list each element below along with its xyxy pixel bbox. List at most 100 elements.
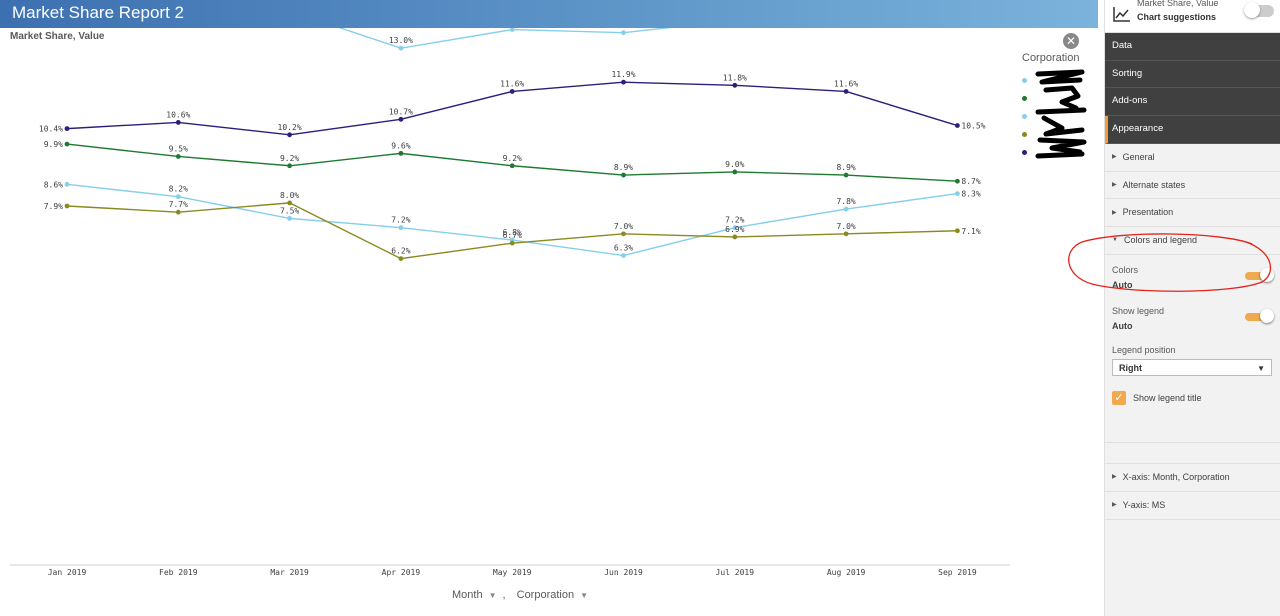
section-general[interactable]: ▶ General — [1105, 144, 1280, 172]
data-point[interactable] — [287, 132, 292, 138]
section-presentation[interactable]: ▶ Presentation — [1105, 199, 1280, 228]
legend-item[interactable] — [1022, 89, 1027, 107]
data-point[interactable] — [64, 141, 70, 147]
app-title-bar: Market Share Report 2 — [0, 0, 1098, 28]
data-point[interactable] — [843, 89, 849, 94]
legend-title: Corporation — [1022, 52, 1080, 64]
data-label: 8.3% — [961, 190, 980, 199]
line-chart: 14.8%14.8%14.2%13.0%13.6%13.5%13.9%14.0%… — [10, 28, 1010, 577]
tab-sorting[interactable]: Sorting — [1105, 60, 1280, 89]
data-label: 9.6% — [391, 141, 410, 150]
data-label: 8.2% — [169, 185, 188, 194]
corporation-dimension[interactable]: Corporation — [516, 589, 575, 601]
legend-position-select[interactable]: Right ▼ — [1112, 358, 1272, 376]
data-point[interactable] — [175, 194, 181, 200]
data-point[interactable] — [621, 172, 626, 178]
data-label: 8.6% — [44, 180, 63, 189]
data-point[interactable] — [175, 209, 181, 215]
data-point[interactable] — [398, 150, 404, 156]
data-label: 10.7% — [389, 107, 413, 116]
data-point[interactable] — [509, 240, 515, 246]
x-tick-label: Aug 2019 — [827, 568, 866, 577]
tab-data[interactable]: Data — [1105, 33, 1280, 61]
data-point[interactable] — [509, 28, 515, 32]
chart-title: Market Share, Value — [10, 31, 105, 42]
data-point[interactable] — [621, 79, 626, 85]
month-dimension[interactable]: Month — [452, 589, 483, 601]
chart-suggestions-toggle[interactable] — [1244, 2, 1274, 18]
data-point[interactable] — [398, 256, 404, 262]
caret-right-icon: ▶ — [1112, 474, 1117, 481]
section-alternate-states[interactable]: ▶ Alternate states — [1105, 172, 1280, 200]
section-label: Y-axis: MS — [1122, 499, 1166, 510]
x-tick-label: Apr 2019 — [382, 568, 421, 577]
data-point[interactable] — [287, 163, 292, 169]
data-point[interactable] — [64, 181, 70, 187]
chevron-down-icon[interactable]: ▼ — [580, 591, 589, 600]
legend-color-dot — [1022, 77, 1027, 83]
x-tick-label: Sep 2019 — [938, 568, 977, 577]
tab-appearance[interactable]: Appearance — [1105, 116, 1280, 144]
data-label: 7.2% — [391, 216, 410, 225]
legend-item[interactable] — [1022, 143, 1027, 161]
data-label: 7.9% — [44, 202, 63, 211]
panel-chart-name: Market Share, Value — [1137, 0, 1219, 8]
data-point[interactable] — [843, 172, 849, 178]
data-label: 13.5% — [611, 28, 635, 30]
legend-color-dot — [1022, 113, 1027, 119]
data-label: 6.2% — [391, 247, 410, 256]
show-legend-title-checkbox[interactable]: ✓ — [1112, 390, 1126, 405]
x-tick-label: May 2019 — [493, 568, 532, 577]
tab-add-ons[interactable]: Add-ons — [1105, 88, 1280, 117]
chevron-down-icon[interactable]: ▼ — [488, 591, 497, 600]
legend — [1022, 71, 1027, 161]
section-x-axis[interactable]: ▶ X-axis: Month, Corporation — [1105, 464, 1280, 492]
data-point[interactable] — [621, 231, 626, 237]
data-point[interactable] — [175, 154, 181, 159]
data-label: 6.3% — [614, 244, 633, 253]
data-point[interactable] — [732, 225, 738, 231]
section-colors-and-legend[interactable]: ▼ Colors and legend — [1105, 227, 1280, 255]
x-tick-label: Jun 2019 — [604, 568, 643, 577]
caret-right-icon: ▶ — [1112, 153, 1117, 160]
data-label: 7.0% — [614, 222, 633, 231]
data-point[interactable] — [732, 234, 738, 240]
data-point[interactable] — [398, 225, 404, 231]
data-label: 13.0% — [389, 36, 413, 45]
data-point[interactable] — [398, 116, 404, 122]
section-y-axis[interactable]: ▶ Y-axis: MS — [1105, 492, 1280, 520]
data-point[interactable] — [287, 200, 292, 206]
data-point[interactable] — [843, 231, 849, 237]
legend-position-label: Legend position — [1112, 344, 1176, 355]
data-point[interactable] — [955, 178, 960, 184]
data-point[interactable] — [287, 215, 292, 221]
data-point[interactable] — [843, 206, 849, 212]
caret-right-icon: ▶ — [1112, 501, 1117, 508]
x-tick-label: Feb 2019 — [159, 568, 198, 577]
data-point[interactable] — [955, 228, 960, 234]
data-point[interactable] — [732, 169, 738, 175]
data-point[interactable] — [955, 191, 960, 197]
data-point[interactable] — [621, 30, 626, 36]
close-icon[interactable]: ✕ — [1063, 33, 1079, 49]
data-point[interactable] — [175, 120, 181, 125]
redaction-scribble — [1035, 69, 1087, 159]
data-point[interactable] — [64, 126, 70, 132]
legend-item[interactable] — [1022, 125, 1027, 143]
data-label: 11.8% — [723, 73, 747, 82]
data-point[interactable] — [621, 253, 626, 258]
data-point[interactable] — [732, 82, 738, 88]
legend-position-value: Right — [1119, 362, 1142, 373]
data-point[interactable] — [64, 203, 70, 209]
data-point[interactable] — [509, 89, 515, 94]
red-annotation-circle — [1068, 233, 1271, 292]
data-point[interactable] — [509, 163, 515, 169]
show-legend-toggle[interactable] — [1245, 308, 1274, 323]
data-label: 7.1% — [961, 227, 980, 236]
legend-item[interactable] — [1022, 107, 1027, 125]
section-label: General — [1122, 151, 1155, 162]
data-point[interactable] — [955, 123, 960, 128]
data-point[interactable] — [398, 45, 404, 51]
legend-item[interactable] — [1022, 71, 1027, 89]
section-label: X-axis: Month, Corporation — [1122, 471, 1230, 482]
